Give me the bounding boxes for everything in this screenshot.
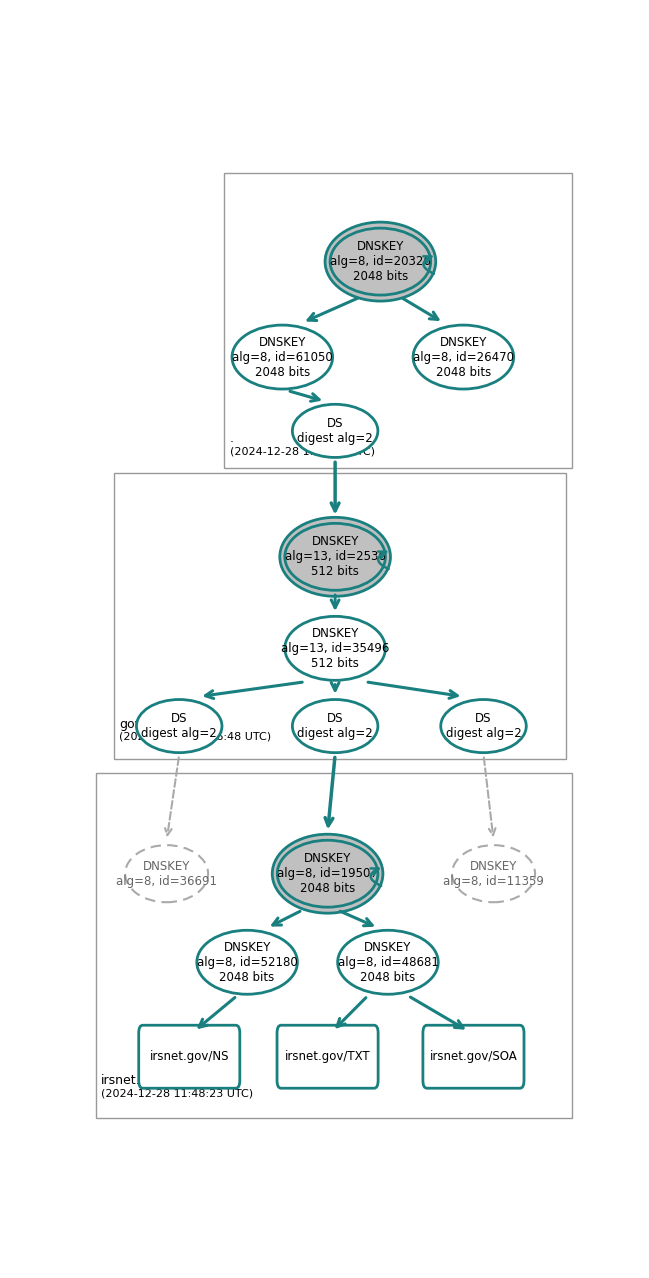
Ellipse shape: [277, 840, 378, 907]
Ellipse shape: [441, 699, 526, 753]
Ellipse shape: [197, 930, 297, 994]
FancyBboxPatch shape: [225, 173, 572, 468]
Text: DS
digest alg=2: DS digest alg=2: [297, 712, 373, 740]
Text: DNSKEY
alg=13, id=35496
512 bits: DNSKEY alg=13, id=35496 512 bits: [281, 626, 389, 670]
Text: (2024-12-28 11:46:48 UTC): (2024-12-28 11:46:48 UTC): [119, 732, 271, 743]
Ellipse shape: [413, 325, 514, 389]
Text: irsnet.gov: irsnet.gov: [101, 1074, 164, 1086]
Ellipse shape: [136, 699, 222, 753]
Ellipse shape: [125, 845, 208, 902]
Ellipse shape: [285, 524, 386, 590]
Text: irsnet.gov/TXT: irsnet.gov/TXT: [285, 1051, 371, 1063]
FancyBboxPatch shape: [139, 1025, 240, 1089]
Ellipse shape: [292, 699, 378, 753]
Text: irsnet.gov/SOA: irsnet.gov/SOA: [430, 1051, 517, 1063]
FancyBboxPatch shape: [423, 1025, 524, 1089]
Text: DNSKEY
alg=8, id=61050
2048 bits: DNSKEY alg=8, id=61050 2048 bits: [232, 336, 333, 378]
Text: (2024-12-28 11:48:23 UTC): (2024-12-28 11:48:23 UTC): [101, 1088, 253, 1098]
Ellipse shape: [325, 222, 435, 302]
Ellipse shape: [280, 518, 391, 597]
Text: DNSKEY
alg=8, id=19507
2048 bits: DNSKEY alg=8, id=19507 2048 bits: [277, 852, 378, 895]
Text: DNSKEY
alg=8, id=20326
2048 bits: DNSKEY alg=8, id=20326 2048 bits: [330, 240, 431, 284]
Text: DNSKEY
alg=8, id=48681
2048 bits: DNSKEY alg=8, id=48681 2048 bits: [337, 941, 438, 984]
Text: DNSKEY
alg=8, id=11359: DNSKEY alg=8, id=11359: [443, 860, 544, 888]
Ellipse shape: [232, 325, 333, 389]
Ellipse shape: [452, 845, 535, 902]
Text: irsnet.gov/NS: irsnet.gov/NS: [149, 1051, 229, 1063]
Text: DS
digest alg=2: DS digest alg=2: [297, 417, 373, 445]
Text: DS
digest alg=2: DS digest alg=2: [446, 712, 521, 740]
Ellipse shape: [337, 930, 438, 994]
FancyBboxPatch shape: [114, 473, 567, 759]
FancyBboxPatch shape: [96, 773, 572, 1118]
Text: DNSKEY
alg=8, id=26470
2048 bits: DNSKEY alg=8, id=26470 2048 bits: [413, 336, 514, 378]
Ellipse shape: [285, 616, 386, 680]
Text: DNSKEY
alg=13, id=2536
512 bits: DNSKEY alg=13, id=2536 512 bits: [285, 535, 386, 579]
Ellipse shape: [273, 835, 383, 914]
Text: DNSKEY
alg=8, id=52180
2048 bits: DNSKEY alg=8, id=52180 2048 bits: [197, 941, 297, 984]
Text: DNSKEY
alg=8, id=36691: DNSKEY alg=8, id=36691: [116, 860, 217, 888]
Ellipse shape: [292, 404, 378, 458]
Ellipse shape: [330, 229, 431, 295]
Text: .: .: [230, 432, 234, 445]
FancyBboxPatch shape: [277, 1025, 378, 1089]
Text: (2024-12-28 1:28:13 UTC): (2024-12-28 1:28:13 UTC): [230, 446, 374, 456]
Text: gov: gov: [119, 718, 142, 731]
Text: DS
digest alg=2: DS digest alg=2: [141, 712, 217, 740]
